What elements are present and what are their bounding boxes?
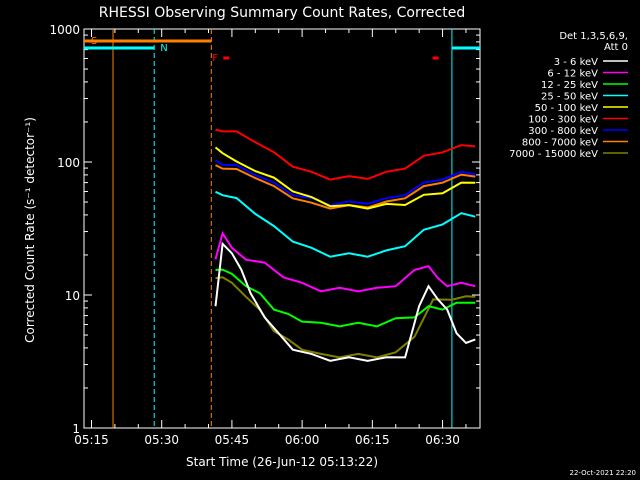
series-line	[214, 241, 476, 362]
night-label: N	[160, 43, 167, 54]
x-tick-label: 05:15	[74, 433, 109, 447]
x-tick-label: 05:45	[215, 433, 250, 447]
chart-title: RHESSI Observing Summary Count Rates, Co…	[99, 5, 465, 21]
series-line	[215, 268, 476, 328]
footer-timestamp: 22-Oct-2021 22:20	[570, 469, 636, 477]
legend-label: 800 - 7000 keV	[522, 138, 598, 149]
series-line	[215, 164, 476, 210]
series-line	[214, 230, 476, 293]
y-tick-label: 1	[72, 422, 80, 436]
legend-label: 12 - 25 keV	[541, 80, 598, 91]
y-tick-label: 1000	[49, 23, 80, 37]
series-line	[214, 146, 476, 210]
plot-area: 1 10 100 1000 05:15 05:30 05:45 06:00 06:15 06:30…	[49, 23, 481, 447]
legend-label: 6 - 12 keV	[547, 69, 598, 80]
x-tick-label: 06:15	[355, 433, 390, 447]
legend-label: 7000 - 15000 keV	[509, 149, 598, 160]
saa-label: S	[91, 36, 97, 47]
series-line	[214, 159, 476, 207]
legend-label: 300 - 800 keV	[528, 126, 598, 137]
plot-frame	[83, 28, 481, 429]
x-tick-label: 05:30	[144, 433, 179, 447]
y-tick-label: 100	[57, 156, 80, 170]
legend-label: 100 - 300 keV	[528, 115, 598, 126]
x-tick-label: 06:00	[285, 433, 320, 447]
legend-header-line2: Att 0	[604, 42, 628, 53]
flare-label: F	[212, 53, 218, 64]
series-line	[215, 190, 476, 258]
legend-header-line1: Det 1,3,5,6,9,	[559, 31, 628, 42]
legend-label: 25 - 50 keV	[541, 92, 598, 103]
x-axis-label: Start Time (26-Jun-12 05:13:22)	[186, 455, 378, 469]
legend-label: 3 - 6 keV	[554, 57, 598, 68]
series-line	[215, 276, 476, 359]
y-tick-label: 10	[65, 289, 80, 303]
y-axis-label: Corrected Count Rate (s⁻¹ detector⁻¹)	[23, 117, 37, 343]
series-line	[215, 128, 476, 181]
x-tick-label: 06:30	[425, 433, 460, 447]
legend-label: 50 - 100 keV	[535, 103, 599, 114]
